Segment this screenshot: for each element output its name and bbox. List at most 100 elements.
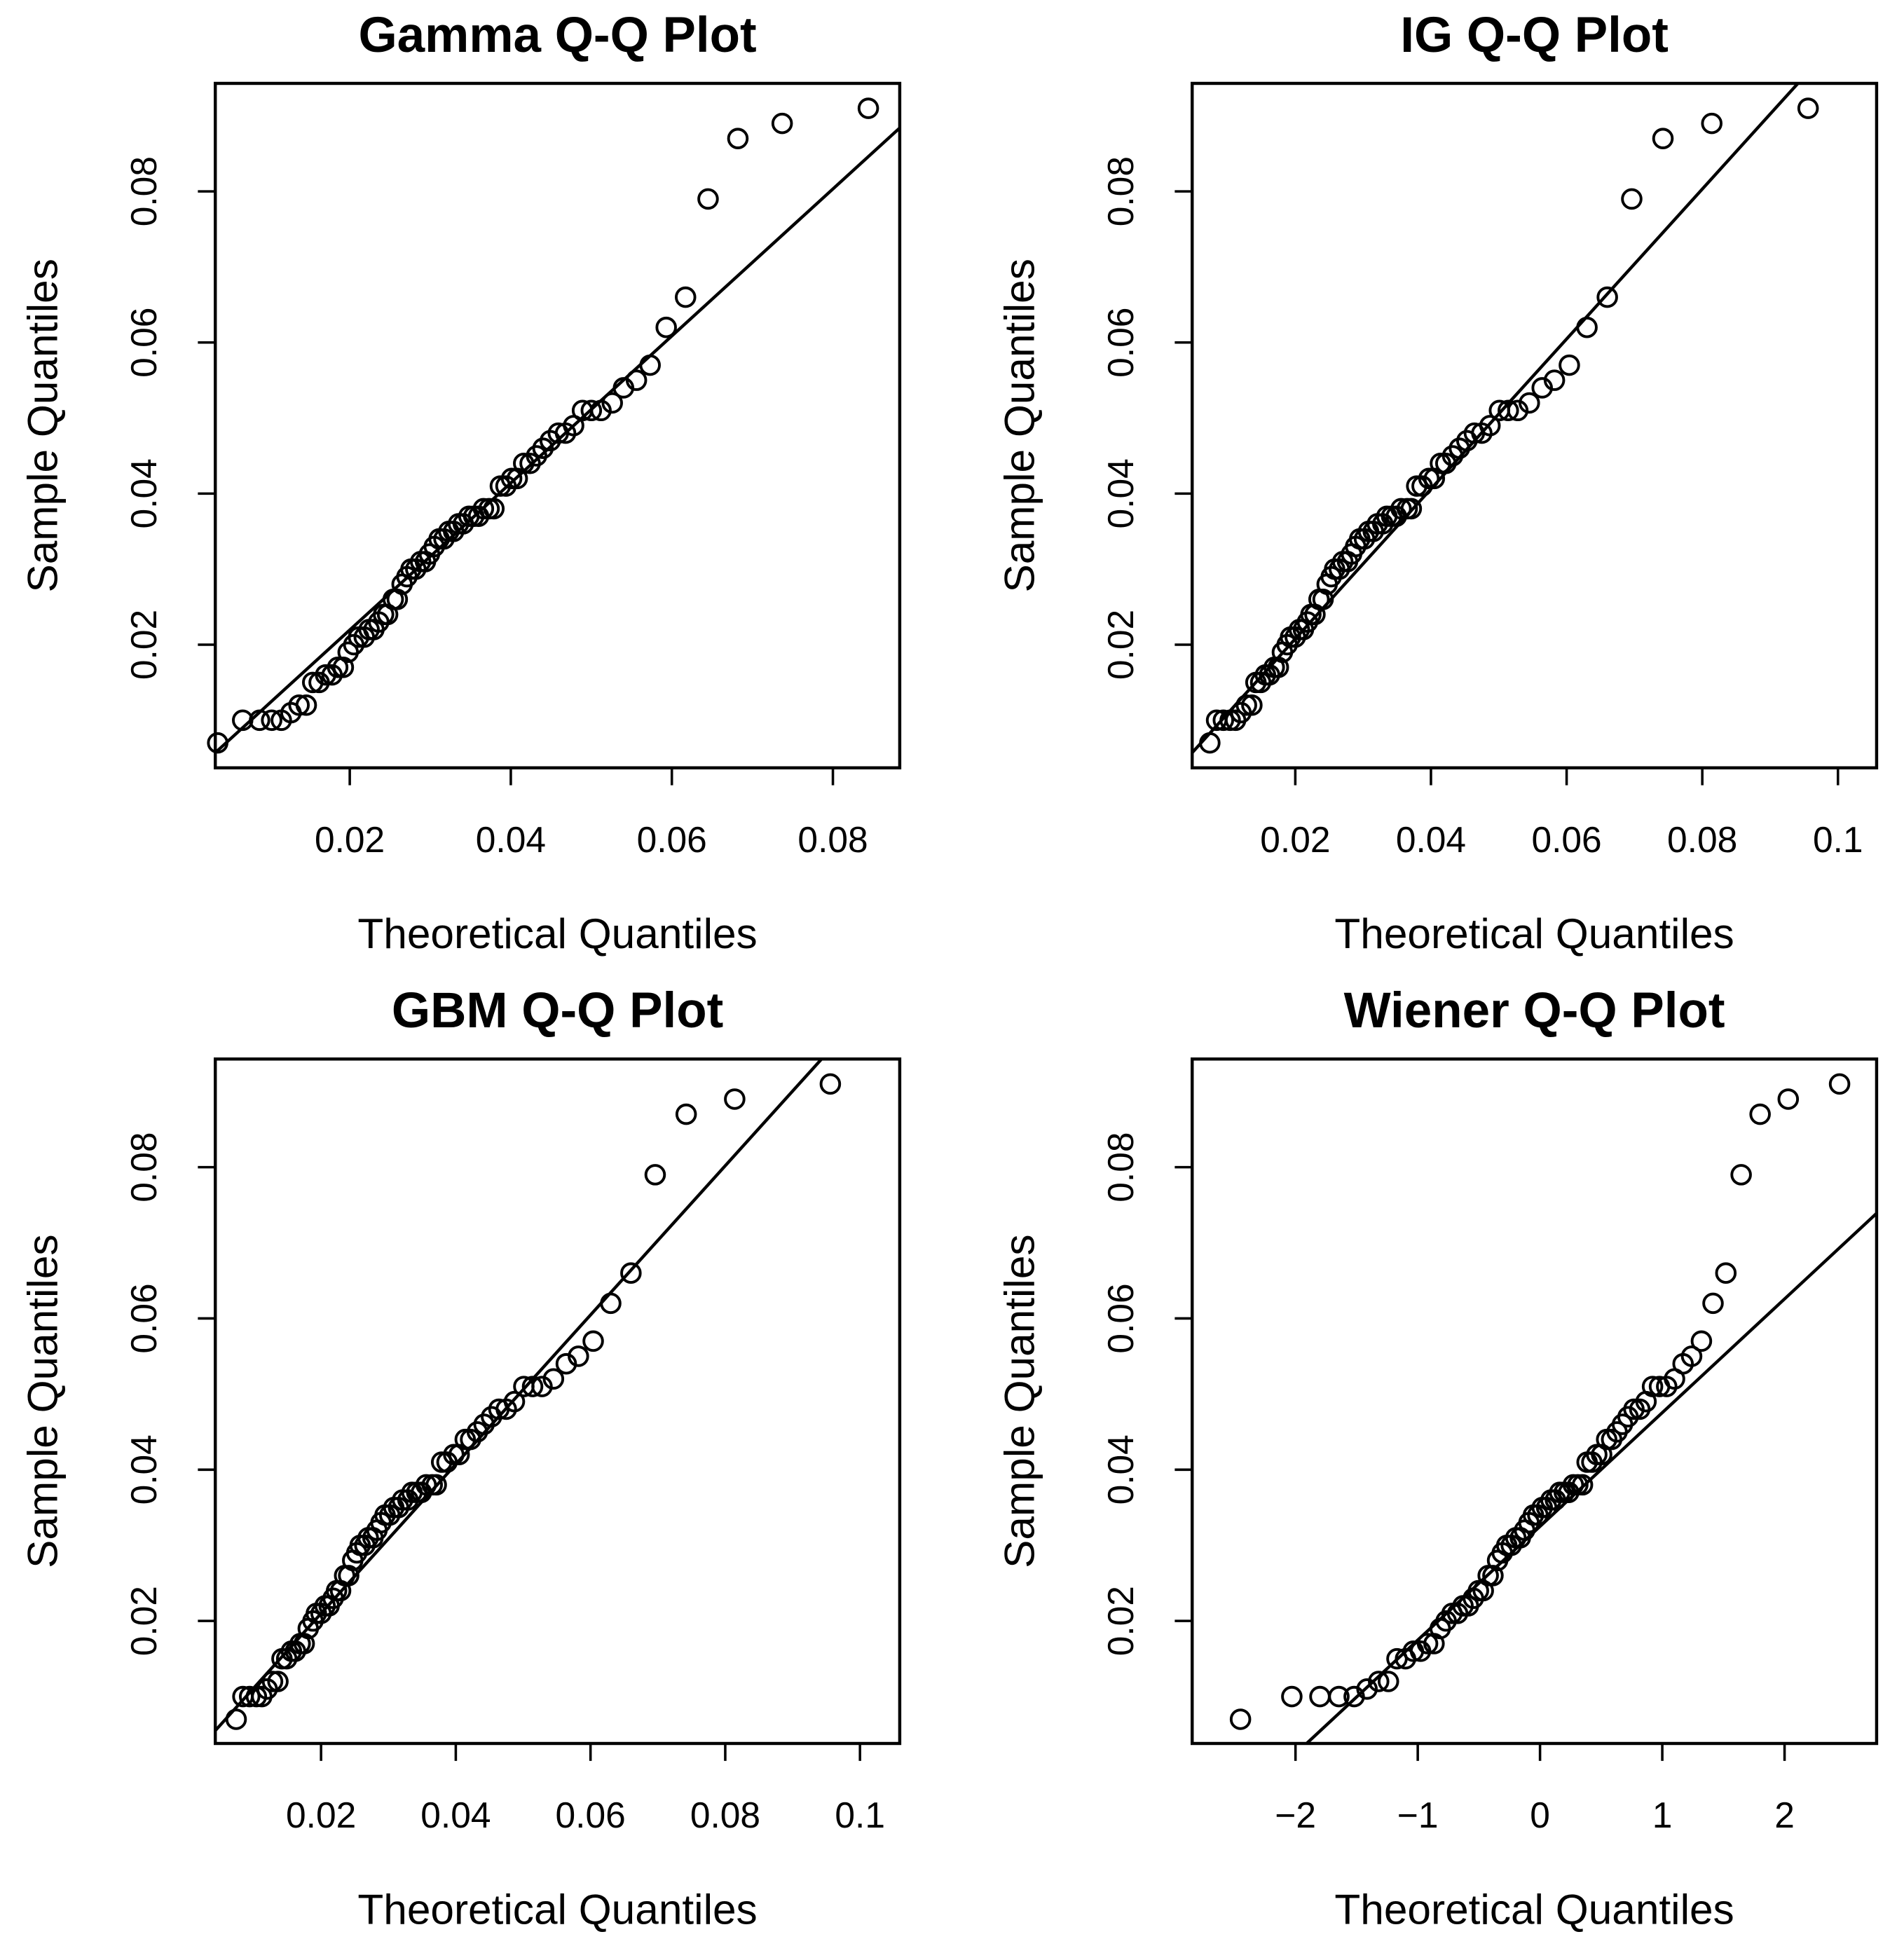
data-point (1472, 1579, 1494, 1602)
data-point (1219, 709, 1241, 732)
data-point (521, 1376, 544, 1397)
data-point (819, 1073, 842, 1095)
x-tick-label: 0.08 (690, 1795, 760, 1835)
y-tick-label: 0.08 (123, 1132, 164, 1202)
data-point (225, 1708, 247, 1730)
data-point (697, 188, 719, 210)
data-point (601, 392, 623, 414)
data-point (1576, 316, 1598, 338)
plot-frame (213, 81, 902, 769)
data-point (1482, 1565, 1504, 1586)
x-tick-label: 0.1 (835, 1795, 885, 1835)
reference-line (1306, 1212, 1877, 1743)
data-point (1281, 1685, 1303, 1708)
data-point (1571, 1474, 1594, 1496)
data-point (1368, 1671, 1390, 1692)
x-axis-label: Theoretical Quantiles (1334, 1885, 1734, 1933)
data-point (1377, 1671, 1399, 1692)
data-point (1416, 1633, 1439, 1654)
x-tick-label: −2 (1275, 1795, 1316, 1835)
data-point (1559, 354, 1580, 376)
data-point (1434, 452, 1457, 474)
data-point (443, 1444, 465, 1465)
data-point (542, 1368, 565, 1390)
chart-title: Gamma Q-Q Plot (358, 8, 756, 63)
y-tick-label: 0.04 (1100, 1434, 1141, 1505)
data-point (1448, 437, 1470, 459)
data-point (727, 128, 749, 149)
data-point (1479, 415, 1501, 437)
data-point (1641, 1376, 1664, 1397)
data-point (232, 709, 254, 732)
data-point (472, 498, 495, 520)
data-point (625, 369, 648, 391)
y-tick-label: 0.04 (123, 458, 164, 528)
y-tick-label: 0.02 (123, 610, 164, 680)
data-point (338, 1565, 359, 1586)
data-point (1519, 392, 1540, 414)
data-point (532, 437, 554, 459)
y-tick-label: 0.08 (123, 156, 164, 226)
data-point (1356, 1678, 1378, 1700)
data-point (332, 657, 355, 678)
data-point (1591, 1444, 1612, 1465)
y-tick-label: 0.06 (1100, 1283, 1141, 1353)
data-point (674, 286, 697, 308)
x-tick-label: 0 (1530, 1795, 1550, 1835)
x-tick-label: −1 (1397, 1795, 1439, 1835)
plot-frame (1191, 81, 1879, 769)
data-point (1621, 188, 1643, 210)
y-tick-label: 0.06 (123, 1283, 164, 1353)
data-point (288, 694, 310, 716)
data-point (580, 399, 603, 422)
data-point (238, 1685, 261, 1708)
data-point (639, 354, 661, 376)
data-point (1828, 1073, 1851, 1095)
data-point (771, 112, 793, 135)
y-tick-label: 0.02 (1100, 1586, 1141, 1656)
data-point (620, 1262, 642, 1284)
x-tick-label: 0.02 (1260, 819, 1330, 860)
data-point (386, 589, 409, 610)
x-tick-label: 1 (1652, 1795, 1673, 1835)
data-point (207, 732, 228, 754)
x-axis-label: Theoretical Quantiles (357, 910, 757, 957)
data-point (1441, 445, 1464, 467)
data-point (857, 97, 879, 119)
data-point (295, 694, 317, 716)
data-point (293, 1633, 315, 1654)
x-tick-label: 0.04 (1396, 819, 1466, 860)
x-tick-label: 0.1 (1813, 819, 1863, 860)
data-point (1199, 732, 1221, 754)
x-tick-label: 0.06 (637, 819, 707, 860)
y-tick-label: 0.06 (123, 308, 164, 378)
data-point (425, 1474, 447, 1496)
plot-frame (213, 1057, 902, 1746)
data-point (600, 1292, 622, 1315)
plot-frame (1191, 1057, 1879, 1746)
reference-line (215, 126, 900, 754)
data-point (1235, 694, 1257, 716)
data-point (327, 657, 349, 678)
data-point (245, 1685, 268, 1708)
data-point (1596, 286, 1618, 308)
x-tick-label: 0.08 (1667, 819, 1737, 860)
data-point (1241, 694, 1263, 716)
y-tick-label: 0.08 (1100, 1132, 1141, 1202)
chart-title: GBM Q-Q Plot (392, 983, 723, 1039)
data-point (267, 1671, 289, 1692)
y-axis-label: Sample Quantiles (996, 259, 1043, 592)
data-point (1498, 399, 1519, 422)
y-tick-label: 0.02 (1100, 610, 1141, 680)
data-point (1702, 1292, 1724, 1315)
data-point (1749, 1103, 1771, 1125)
x-tick-label: 0.02 (286, 1795, 356, 1835)
x-axis-label: Theoretical Quantiles (1334, 910, 1734, 957)
data-point (415, 1474, 437, 1496)
x-tick-label: 0.04 (476, 819, 546, 860)
data-point (590, 399, 612, 422)
y-tick-label: 0.04 (1100, 458, 1141, 528)
y-tick-label: 0.08 (1100, 156, 1141, 226)
y-axis-label: Sample Quantiles (19, 1234, 67, 1568)
